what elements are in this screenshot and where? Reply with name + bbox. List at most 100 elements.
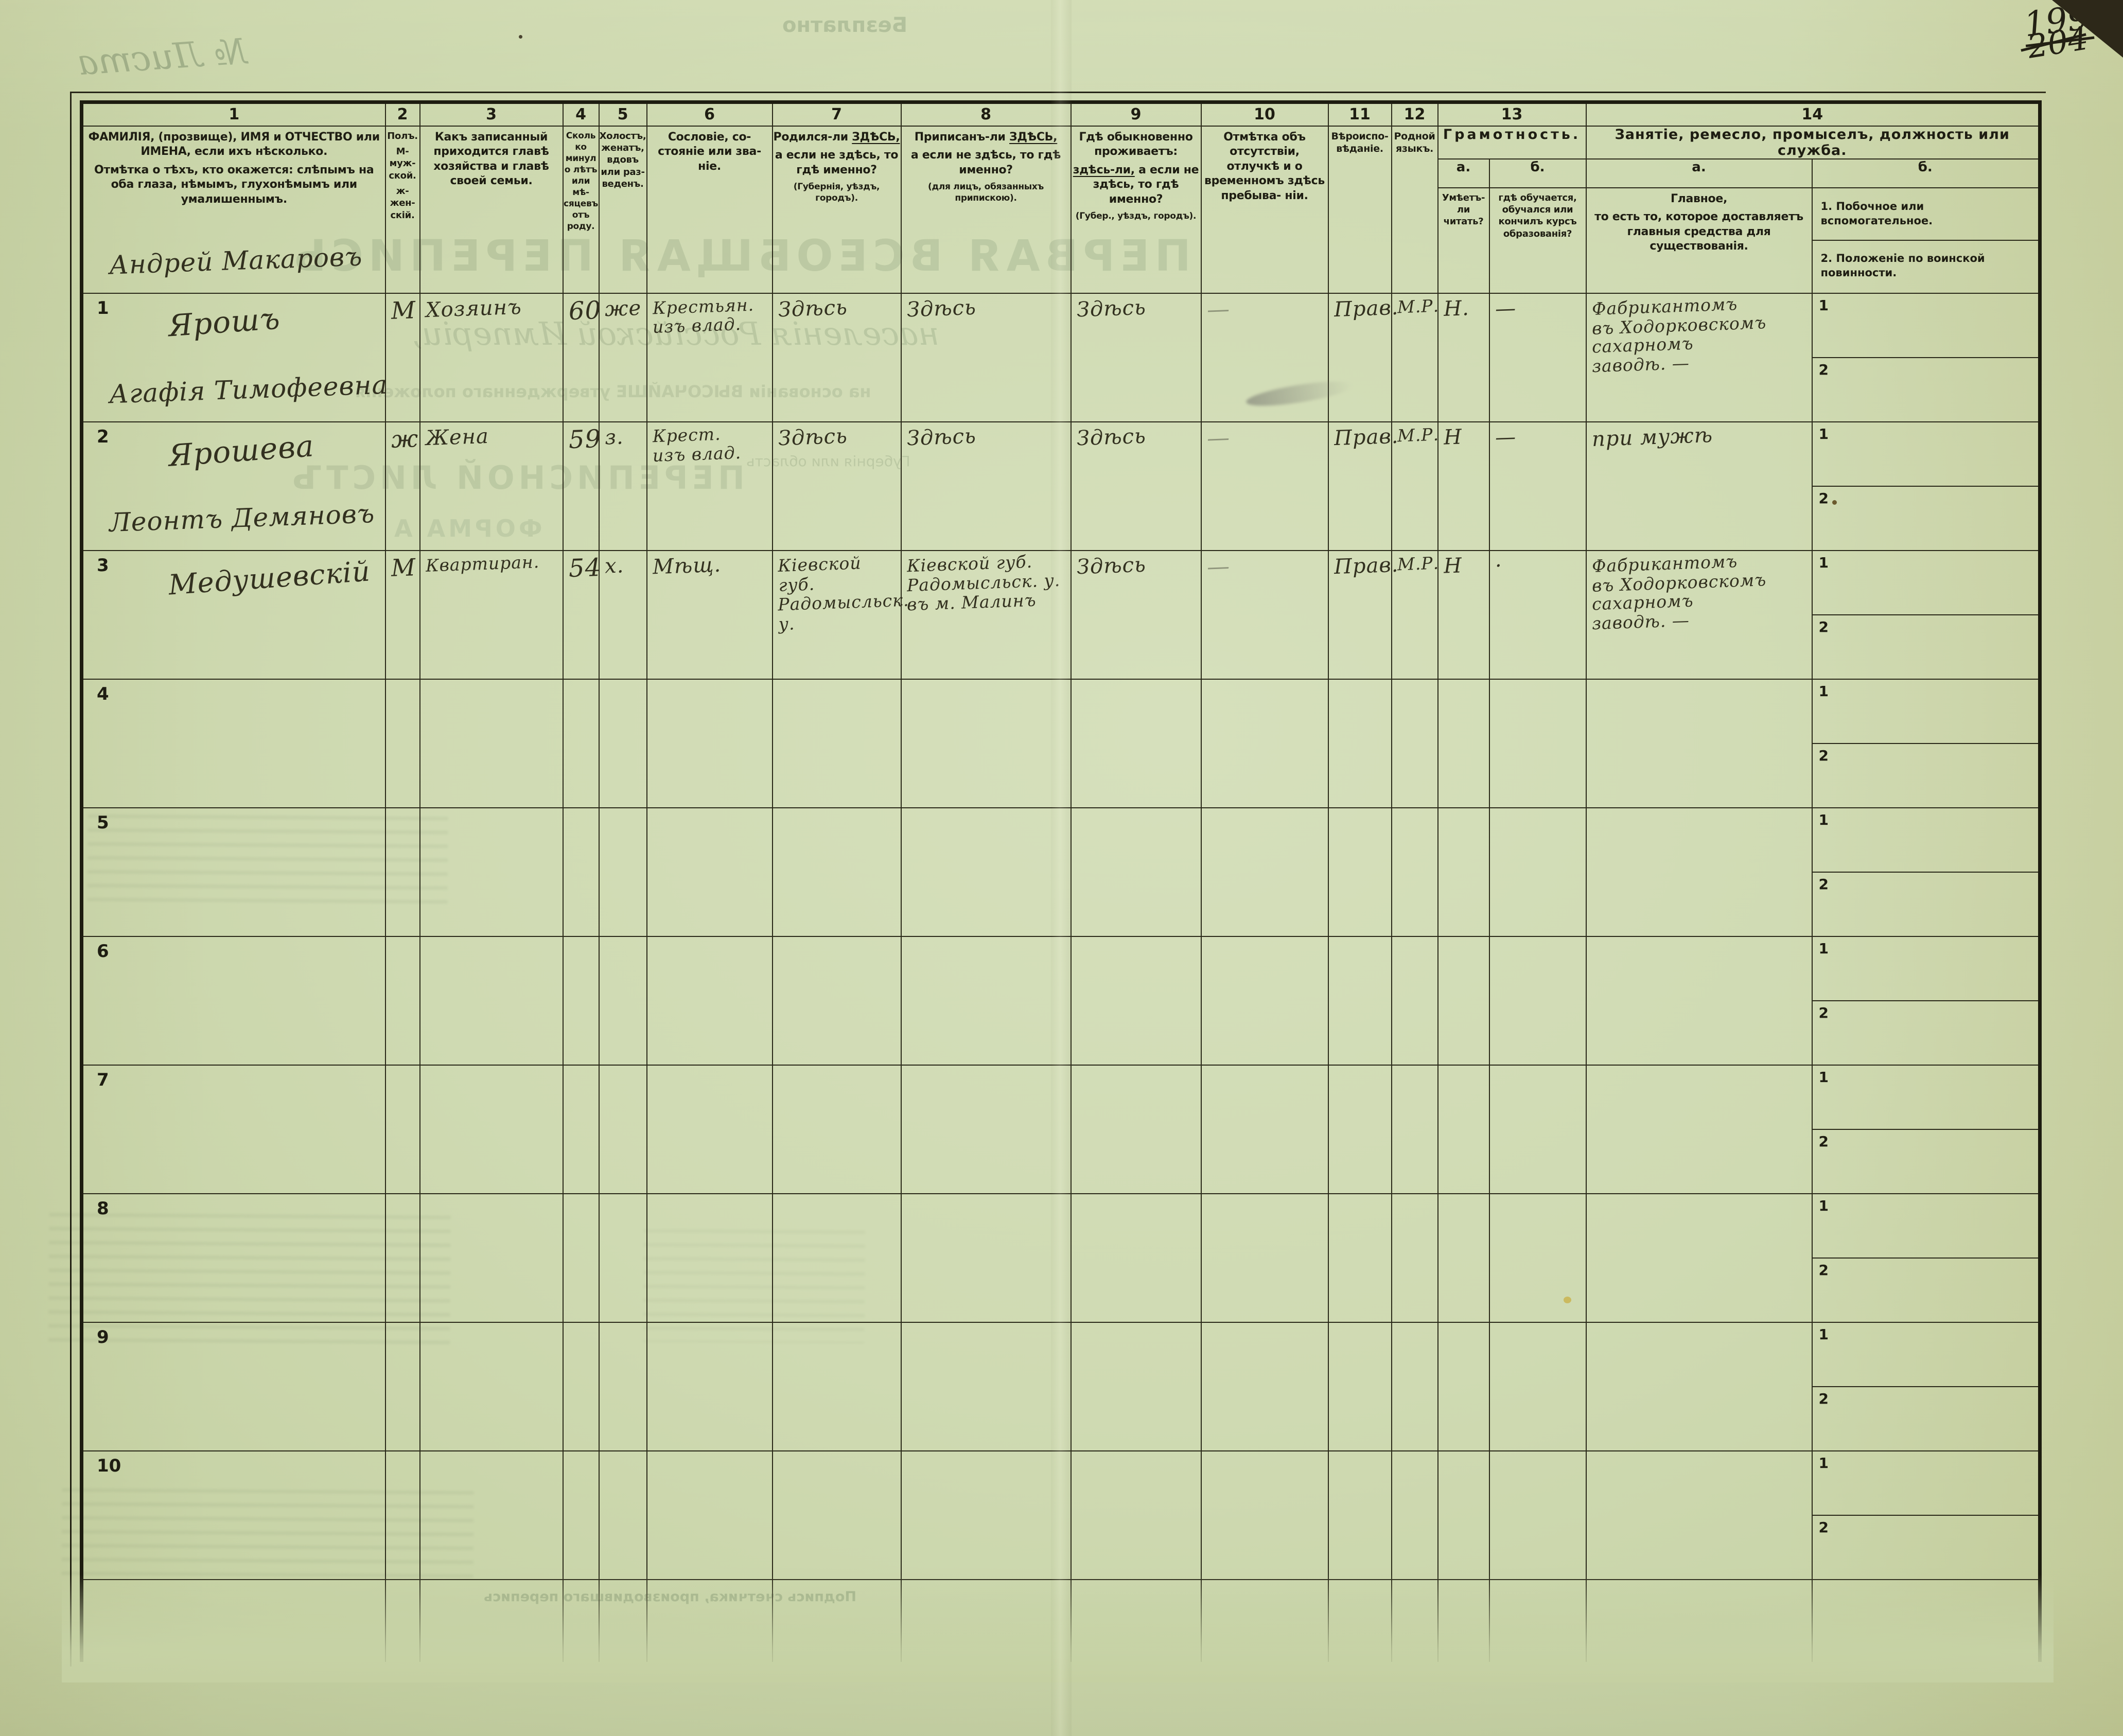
- rule-cell: [1070, 1579, 1202, 1662]
- cell-r3-side2: 2: [1811, 614, 2041, 680]
- empty-cell: [646, 678, 773, 808]
- empty-cell: [1488, 1321, 1587, 1451]
- cell-r2-literacy: Н: [1437, 421, 1490, 551]
- empty-cell: [1437, 935, 1490, 1066]
- col12-num: 12: [1391, 101, 1438, 127]
- header-description-row: ФАМИЛІЯ, (прозвище), ИМЯ и ОТЧЕСТВО или …: [81, 125, 2041, 294]
- cell-r3-language: М.Р.: [1391, 550, 1439, 680]
- empty-cell: [1391, 1321, 1438, 1451]
- col13a-header: Умѣетъ- ли читать?: [1437, 187, 1490, 294]
- table-row: 5 1: [81, 807, 2041, 937]
- col7-line1: Родился-ли ЗДѢСЬ,: [773, 130, 900, 144]
- cell-r1-marital: же: [598, 292, 647, 422]
- empty-cell: [900, 678, 1072, 808]
- col6-num: 6: [646, 101, 773, 127]
- col8-note: (для лицъ, обязанныхъ припискою).: [927, 182, 1044, 204]
- empty-cell: [646, 935, 773, 1066]
- empty-cell: [1585, 935, 1813, 1066]
- empty-cell: [562, 1450, 600, 1580]
- cell-r3-born: Кіевской губ. Радомысльск. у.: [771, 550, 909, 680]
- empty-cell: [1327, 1193, 1392, 1323]
- col5-header: Холостъ, женатъ, вдовъ или раз- веденъ.: [598, 125, 647, 294]
- empty-cell: [900, 1193, 1072, 1323]
- empty-cell: [1327, 1450, 1392, 1580]
- rule-cell: [384, 1579, 420, 1662]
- empty-cell: [900, 1450, 1072, 1580]
- cell-r7-name: 7: [81, 1064, 386, 1194]
- cell-r2-name: 2 Ярошева Агафія Тимофеевна: [81, 370, 388, 551]
- empty-cell: [1391, 678, 1438, 808]
- col12-text: Родной языкъ.: [1394, 130, 1435, 155]
- cell-r2-relation: Жена: [419, 421, 564, 551]
- table-row: 3 Медушевскій Леонтъ Демяновъ М Квартира…: [81, 499, 2041, 680]
- cell-r1-religion: Прав.: [1327, 292, 1399, 422]
- empty-cell: [771, 1450, 902, 1580]
- cell-r2-born: Здѣсь: [771, 421, 902, 551]
- rule-cell: [1488, 1579, 1587, 1662]
- table-row-sub: 2: [82, 1257, 2041, 1323]
- empty-cell: [1437, 1321, 1490, 1451]
- empty-cell: [384, 1193, 420, 1323]
- empty-cell: [1488, 1193, 1587, 1323]
- empty-cell: [1070, 1450, 1202, 1580]
- table-row: 8 1: [81, 1193, 2041, 1323]
- empty-cell: [900, 1064, 1072, 1194]
- cell-r1-registered: Здѣсь: [900, 292, 1072, 422]
- col14b-label: б.: [1811, 158, 2041, 188]
- cell-r1-occupation: Фабрикантомъ въ Ходорковскомъ сахарномъ …: [1585, 292, 1813, 422]
- empty-cell: [1327, 807, 1392, 937]
- empty-cell: [1391, 1064, 1438, 1194]
- row-number: 9: [97, 1326, 109, 1348]
- empty-cell: [384, 1064, 420, 1194]
- col14b-item2: 2. Положеніе по воинской повинности.: [1820, 252, 1985, 279]
- header-subdetail-row: Умѣетъ- ли читать? гдѣ обучается, обучал…: [82, 187, 2041, 294]
- table-row-sub: 2: [82, 1514, 2041, 1580]
- col3-text: Какъ записанный приходится главѣ хозяйст…: [433, 130, 549, 188]
- table-row: 4 1: [81, 678, 2041, 808]
- empty-cell: [1070, 935, 1202, 1066]
- empty-cell: [900, 807, 1072, 937]
- cell-r4-side2: 2: [1811, 742, 2041, 808]
- col1-num: 1: [81, 101, 386, 127]
- row-number: 6: [97, 941, 109, 962]
- cell-r3-side1: 1: [1811, 550, 2041, 615]
- empty-cell: [598, 1064, 647, 1194]
- table-row-sub: 2: [82, 1000, 2041, 1066]
- cell-r1-side2: 2: [1811, 357, 2041, 422]
- rule-cell: [562, 1579, 600, 1662]
- empty-cell: [1488, 1450, 1587, 1580]
- empty-cell: [562, 935, 600, 1066]
- col14b-header: 1. Побочное или вспомогательное. 2. Поло…: [1811, 187, 2041, 294]
- table-row: 7 1: [81, 1064, 2041, 1194]
- empty-cell: [900, 1321, 1072, 1451]
- cell-r1-born: Здѣсь: [771, 292, 902, 422]
- empty-cell: [419, 1450, 564, 1580]
- col14a-main-label: Главное,: [1670, 192, 1728, 205]
- table-row-sub: 2: [82, 742, 2041, 808]
- cell-r5-name: 5: [81, 807, 386, 937]
- col8-line1: Приписанъ-ли ЗДѢСЬ,: [914, 130, 1058, 144]
- bleed-free-mark: Безплатно: [782, 13, 908, 37]
- empty-cell: [1070, 807, 1202, 937]
- col8-line2: а если не здѣсь, то гдѣ именно?: [910, 149, 1061, 176]
- empty-cell: [646, 1064, 773, 1194]
- rule-cell: [646, 1579, 773, 1662]
- empty-cell: [1585, 1064, 1813, 1194]
- table-row-sub: 2: [82, 1128, 2041, 1194]
- empty-cell: [598, 1321, 647, 1451]
- row-number: 5: [97, 812, 109, 833]
- cell-r1-language: М.Р.: [1391, 292, 1439, 422]
- empty-cell: [1070, 1193, 1202, 1323]
- cell-r2-registered: Здѣсь: [900, 421, 1072, 551]
- empty-cell: [771, 935, 902, 1066]
- table-row: 10 1: [81, 1450, 2041, 1580]
- empty-cell: [646, 1193, 773, 1323]
- table-row-sub: 2: [82, 614, 2041, 680]
- empty-cell: [1200, 807, 1329, 937]
- cell-r6-name: 6: [81, 935, 386, 1066]
- empty-cell: [419, 678, 564, 808]
- empty-cell: [384, 1321, 420, 1451]
- cell-r7-side1: 1: [1811, 1064, 2041, 1130]
- empty-cell: [1070, 1321, 1202, 1451]
- empty-cell: [1437, 1064, 1490, 1194]
